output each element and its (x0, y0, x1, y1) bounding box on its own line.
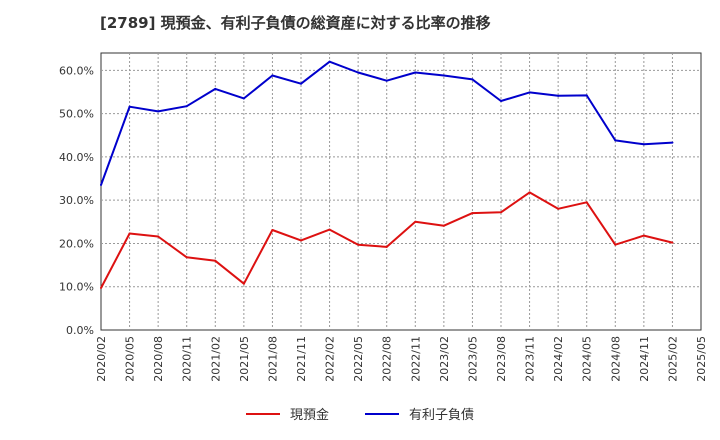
x-tick-label: 2021/08 (266, 336, 279, 382)
x-tick-label: 2021/11 (295, 336, 308, 382)
legend: 現預金 有利子負債 (0, 404, 720, 423)
x-tick-label: 2020/02 (95, 336, 108, 382)
data-point-0 (442, 224, 445, 227)
data-point-1 (385, 79, 388, 82)
data-point-0 (471, 212, 474, 215)
x-tick-label: 2025/05 (695, 336, 708, 382)
legend-item-debt: 有利子負債 (365, 404, 474, 423)
legend-label-cash: 現預金 (289, 408, 329, 423)
data-point-1 (500, 100, 502, 103)
data-point-0 (271, 229, 274, 232)
legend-swatch-debt (365, 412, 399, 415)
data-point-1 (442, 74, 445, 77)
data-point-1 (642, 143, 645, 146)
data-point-0 (414, 220, 417, 223)
x-tick-label: 2024/11 (638, 336, 651, 382)
x-tick-label: 2020/05 (124, 336, 137, 382)
data-point-1 (671, 141, 674, 144)
data-point-1 (557, 94, 560, 97)
data-point-1 (414, 71, 417, 74)
data-point-1 (471, 78, 474, 81)
plot-area (100, 52, 702, 331)
x-tick-label: 2023/08 (495, 336, 508, 382)
x-tick-label: 2023/11 (524, 336, 537, 382)
data-point-1 (328, 60, 331, 63)
data-point-0 (614, 243, 617, 246)
y-tick-label: 10.0% (59, 281, 94, 294)
x-tick-label: 2022/02 (324, 336, 337, 382)
y-tick-label: 50.0% (59, 108, 94, 121)
data-point-0 (214, 259, 217, 262)
data-point-1 (300, 82, 302, 85)
x-tick-label: 2024/08 (609, 336, 622, 382)
data-point-0 (585, 201, 588, 204)
y-tick-label: 30.0% (59, 194, 94, 207)
data-point-1 (214, 87, 217, 90)
y-tick-label: 40.0% (59, 151, 94, 164)
data-point-1 (614, 139, 617, 142)
legend-swatch-cash (245, 412, 280, 415)
x-tick-label: 2023/05 (466, 336, 479, 382)
data-point-0 (157, 235, 160, 238)
y-tick-label: 0.0% (66, 324, 94, 337)
x-tick-label: 2022/08 (381, 336, 394, 382)
x-tick-label: 2022/05 (352, 336, 365, 382)
data-point-1 (357, 71, 360, 74)
x-tick-label: 2025/02 (666, 336, 679, 382)
legend-label-debt: 有利子負債 (409, 408, 475, 423)
data-point-0 (385, 245, 388, 248)
data-point-0 (328, 228, 331, 231)
data-point-1 (185, 105, 188, 108)
data-point-0 (242, 282, 245, 285)
data-point-1 (242, 97, 245, 100)
legend-item-cash: 現預金 (245, 404, 329, 423)
data-point-1 (100, 184, 102, 187)
data-point-1 (157, 110, 160, 113)
x-tick-label: 2021/05 (238, 336, 251, 382)
data-point-0 (357, 243, 360, 246)
chart-title: [2789] 現預金、有利子負債の総資産に対する比率の推移 (100, 14, 491, 32)
y-tick-label: 60.0% (59, 64, 94, 77)
x-tick-label: 2021/02 (209, 336, 222, 382)
x-tick-label: 2024/05 (581, 336, 594, 382)
data-point-0 (528, 191, 531, 194)
y-tick-label: 20.0% (59, 237, 94, 250)
data-point-1 (585, 94, 588, 97)
data-point-0 (100, 287, 102, 290)
data-point-0 (300, 239, 302, 242)
data-point-1 (128, 105, 131, 108)
data-point-0 (500, 211, 502, 214)
data-point-0 (185, 256, 188, 259)
x-tick-label: 2020/11 (181, 336, 194, 382)
x-tick-label: 2024/02 (552, 336, 565, 382)
data-point-0 (671, 241, 674, 244)
data-point-1 (271, 74, 274, 77)
data-point-0 (557, 207, 560, 210)
data-point-1 (528, 91, 531, 94)
data-point-0 (642, 234, 645, 237)
data-point-0 (128, 232, 131, 235)
x-tick-label: 2023/02 (438, 336, 451, 382)
x-tick-label: 2022/11 (409, 336, 422, 382)
x-tick-label: 2020/08 (152, 336, 165, 382)
